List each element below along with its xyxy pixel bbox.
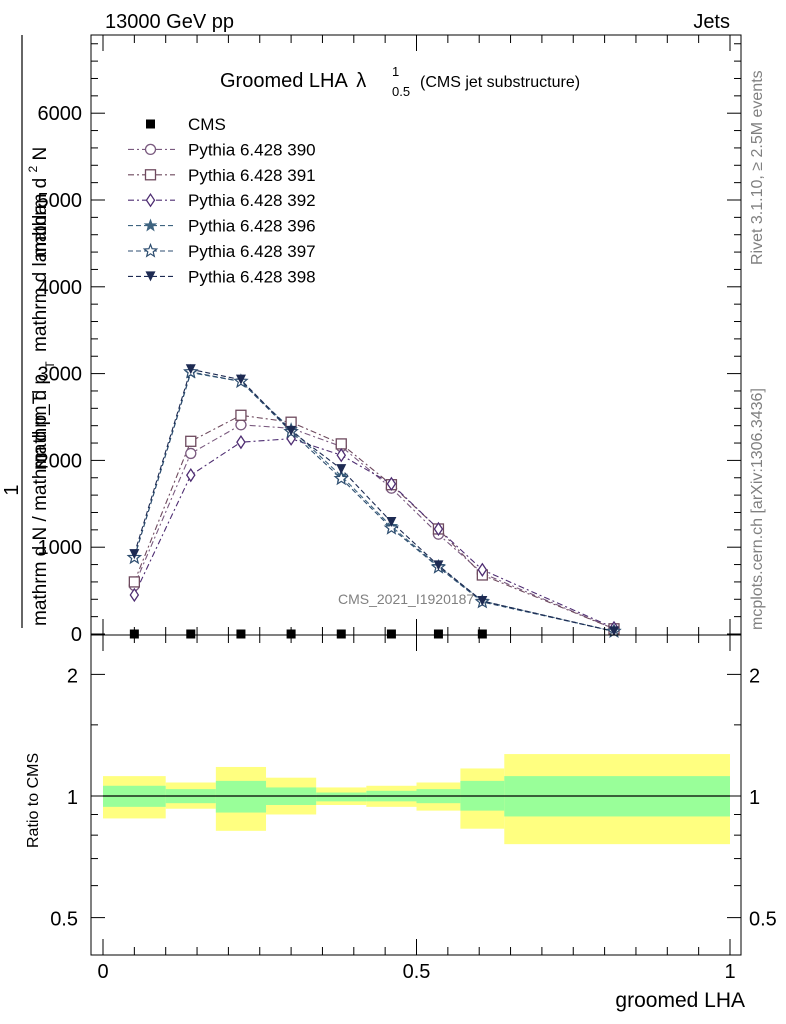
y-tick-label: 0 bbox=[71, 624, 82, 646]
y-tick-label: 4000 bbox=[38, 277, 83, 299]
legend-label: Pythia 6.428 396 bbox=[188, 217, 316, 236]
series-point-6 bbox=[129, 549, 140, 560]
legend-label: Pythia 6.428 392 bbox=[188, 191, 316, 210]
ratio-y-axis-label: Ratio to CMS bbox=[25, 753, 42, 848]
series-point-6 bbox=[235, 374, 246, 385]
y-label-num-sub: T bbox=[43, 361, 57, 369]
series-point-2 bbox=[185, 435, 197, 447]
category-label: Jets bbox=[693, 11, 730, 33]
y-label-denominator: mathrm d N / mathrm d p_T bbox=[30, 392, 51, 626]
series-point-2 bbox=[235, 409, 247, 421]
series-point-5 bbox=[383, 519, 400, 535]
mcplots-label: mcplots.cern.ch [arXiv:1306.3436] bbox=[749, 388, 766, 630]
ratio-y-tick-label: 0.5 bbox=[50, 909, 78, 931]
legend-entry: Pythia 6.428 390 bbox=[128, 140, 316, 159]
plot-title-superscript: 1 bbox=[392, 64, 399, 79]
svg-text:Groomed LHA λ: Groomed LHA λ bbox=[220, 70, 366, 92]
plot-title: Groomed LHA λ 1 0.5 (CMS jet substructur… bbox=[220, 64, 580, 99]
series-point-3 bbox=[129, 587, 140, 603]
ratio-y-tick-label: 2 bbox=[67, 665, 78, 687]
plot-title-lambda: λ bbox=[356, 70, 366, 92]
ratio-band-green bbox=[316, 792, 367, 802]
x-tick-label: 1 bbox=[724, 961, 735, 983]
legend-entry: Pythia 6.428 396 bbox=[128, 217, 316, 236]
y-tick-label: 6000 bbox=[38, 103, 83, 125]
series-point-2 bbox=[128, 576, 141, 588]
legend-marker bbox=[145, 271, 156, 282]
y-label-num-d: mathrm d lambda bbox=[30, 204, 51, 352]
series-point-6 bbox=[336, 464, 347, 475]
legend-label: Pythia 6.428 397 bbox=[188, 242, 316, 261]
y-label-one: 1 bbox=[1, 484, 23, 495]
cms-data-point bbox=[477, 629, 487, 639]
series-point-6 bbox=[386, 517, 397, 528]
ratio-band-green bbox=[215, 780, 267, 813]
series-point-3 bbox=[386, 476, 397, 492]
ratio-y-tick-label-right: 2 bbox=[749, 665, 760, 687]
ratio-y-tick-label-right: 1 bbox=[749, 787, 760, 809]
y-tick-label: 1000 bbox=[38, 537, 83, 559]
series-point-6 bbox=[185, 364, 196, 375]
series-point-3 bbox=[433, 521, 444, 537]
y-tick-label: 2000 bbox=[38, 450, 83, 472]
plot-title-subscript: 0.5 bbox=[392, 84, 410, 99]
series-point-3 bbox=[236, 435, 246, 450]
x-tick-label: 0.5 bbox=[403, 961, 431, 983]
series-point-3 bbox=[336, 448, 347, 463]
series-point-6 bbox=[433, 560, 444, 571]
legend-entry: Pythia 6.428 391 bbox=[128, 166, 316, 185]
rivet-version-label: Rivet 3.1.10, ≥ 2.5M events bbox=[749, 70, 766, 265]
series-point-1 bbox=[185, 447, 197, 460]
legend-label: Pythia 6.428 391 bbox=[188, 166, 316, 185]
y-label-num-sup: 2 bbox=[26, 165, 40, 172]
x-axis: 0 0.5 1 bbox=[97, 35, 736, 983]
legend-marker bbox=[144, 143, 157, 156]
series-point-3 bbox=[477, 562, 488, 577]
legend-marker bbox=[145, 193, 156, 208]
legend-marker bbox=[142, 242, 159, 258]
plot-title-note: (CMS jet substructure) bbox=[420, 74, 580, 91]
y-label-num-b: N bbox=[30, 147, 51, 161]
ratio-y-tick-label-right: 0.5 bbox=[749, 909, 777, 931]
plot-title-main: Groomed LHA bbox=[220, 70, 348, 92]
series-point-3 bbox=[185, 467, 196, 483]
legend-entry: Pythia 6.428 398 bbox=[128, 267, 316, 286]
legend-entry: Pythia 6.428 397 bbox=[128, 242, 316, 261]
series-point-5 bbox=[333, 470, 349, 486]
legend-entry: Pythia 6.428 392 bbox=[128, 191, 316, 210]
series-point-6 bbox=[477, 596, 488, 607]
x-axis-label: groomed LHA bbox=[615, 989, 745, 1012]
legend-label: Pythia 6.428 398 bbox=[188, 267, 316, 286]
ratio-plot-area: 0.5 0.5 1 1 2 2 bbox=[50, 665, 777, 930]
cms-data-point bbox=[236, 629, 246, 639]
series-point-2 bbox=[335, 438, 347, 450]
energy-label: 13000 GeV pp bbox=[105, 11, 234, 33]
cms-data-point bbox=[186, 629, 196, 639]
legend-label: CMS bbox=[188, 115, 226, 134]
series-point-6 bbox=[286, 425, 297, 436]
cms-data-point bbox=[433, 629, 443, 639]
legend-marker bbox=[146, 119, 155, 129]
analysis-watermark: CMS_2021_I1920187 bbox=[338, 591, 474, 607]
legend: CMS Pythia 6.428 390 Pythia 6.428 391 Pythi… bbox=[128, 115, 316, 286]
series-point-6 bbox=[609, 626, 620, 637]
legend-entry: CMS bbox=[146, 115, 226, 134]
legend-marker bbox=[144, 169, 157, 181]
y-label-numerator: mathrm d 2 N bbox=[21, 147, 51, 258]
cms-data-point bbox=[386, 629, 396, 639]
y-label-numerator-2: mathrm d p T mathrm d lambda bbox=[30, 204, 59, 470]
main-plot-area: 0 1000 2000 3000 4000 5000 6000 bbox=[38, 43, 741, 646]
legend-label: Pythia 6.428 390 bbox=[188, 140, 316, 159]
series-point-1 bbox=[235, 419, 247, 431]
y-label-num-a: mathrm d bbox=[30, 178, 51, 258]
y-tick-label: 5000 bbox=[38, 190, 83, 212]
cms-data-point bbox=[336, 629, 346, 639]
y-label-num-c: mathrm d p bbox=[30, 374, 51, 470]
y-tick-label: 3000 bbox=[38, 364, 83, 386]
ratio-y-tick-label: 1 bbox=[67, 787, 78, 809]
legend-marker bbox=[143, 218, 158, 232]
x-tick-label: 0 bbox=[97, 961, 108, 983]
main-y-axis-label: 1 mathrm d 2 N mathrm d p T mathrm d lam… bbox=[1, 35, 59, 628]
